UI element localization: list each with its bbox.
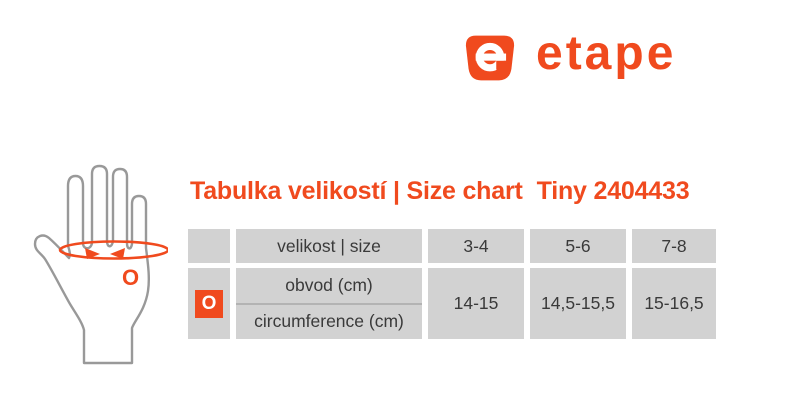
measure-label-O: O xyxy=(122,265,139,290)
etape-e-glyph xyxy=(475,42,507,72)
hand-measure-figure: O xyxy=(33,164,168,365)
table-header-size-1: 3-4 xyxy=(428,229,524,263)
page-title: Tabulka velikostí | Size chart Tiny 24044… xyxy=(190,177,690,206)
title-product-code: Tiny 2404433 xyxy=(536,177,690,205)
table-value-size-3: 15-16,5 xyxy=(632,268,716,339)
brand-name: etape xyxy=(536,27,677,80)
table-header-size-label: velikost | size xyxy=(236,229,422,263)
hand-outline xyxy=(33,164,151,365)
table-measure-label-cell: obvod (cm) circumference (cm) xyxy=(236,268,422,339)
table-value-size-2: 14,5-15,5 xyxy=(530,268,626,339)
table-header-size-2: 5-6 xyxy=(530,229,626,263)
etape-logo-icon xyxy=(465,35,515,81)
title-main: Tabulka velikostí | Size chart xyxy=(190,177,523,205)
size-chart-table: velikost | size 3-4 5-6 7-8 O obvod (cm)… xyxy=(188,229,716,339)
measure-label-en: circumference (cm) xyxy=(254,311,404,332)
label-divider xyxy=(236,302,422,305)
brand-logo: etape xyxy=(463,30,676,86)
measure-badge-O: O xyxy=(195,289,223,318)
measure-label-cz: obvod (cm) xyxy=(285,274,373,295)
circumference-arrow-icon xyxy=(58,240,168,260)
table-measure-badge-cell: O xyxy=(188,268,230,339)
table-value-size-1: 14-15 xyxy=(428,268,524,339)
table-header-size-3: 7-8 xyxy=(632,229,716,263)
table-corner-cell xyxy=(188,229,230,263)
